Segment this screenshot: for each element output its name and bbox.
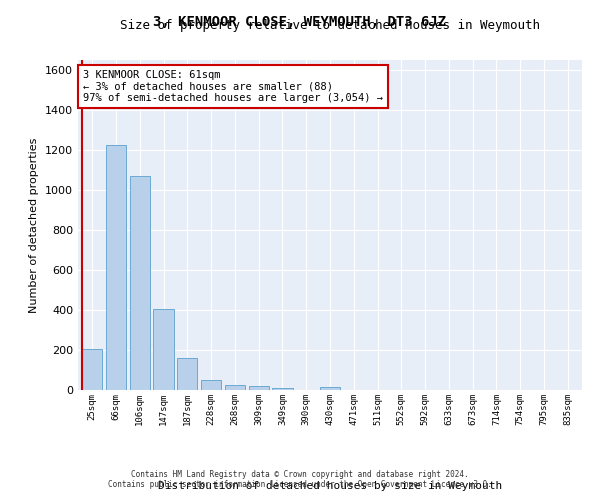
Bar xyxy=(154,309,173,390)
Bar xyxy=(320,387,340,390)
Bar xyxy=(82,349,103,390)
Bar xyxy=(177,358,197,390)
Bar xyxy=(225,385,245,390)
Text: Contains HM Land Registry data © Crown copyright and database right 2024.
Contai: Contains HM Land Registry data © Crown c… xyxy=(108,470,492,489)
X-axis label: Distribution of detached houses by size in Weymouth: Distribution of detached houses by size … xyxy=(158,480,502,490)
Text: 3 KENMOOR CLOSE: 61sqm
← 3% of detached houses are smaller (88)
97% of semi-deta: 3 KENMOOR CLOSE: 61sqm ← 3% of detached … xyxy=(83,70,383,103)
Bar xyxy=(201,380,221,390)
Bar xyxy=(130,176,150,390)
Bar xyxy=(272,388,293,390)
Bar xyxy=(106,145,126,390)
Y-axis label: Number of detached properties: Number of detached properties xyxy=(29,138,40,312)
Bar xyxy=(248,386,269,390)
Title: Size of property relative to detached houses in Weymouth: Size of property relative to detached ho… xyxy=(120,20,540,32)
Text: 3, KENMOOR CLOSE, WEYMOUTH, DT3 6JZ: 3, KENMOOR CLOSE, WEYMOUTH, DT3 6JZ xyxy=(154,15,446,29)
